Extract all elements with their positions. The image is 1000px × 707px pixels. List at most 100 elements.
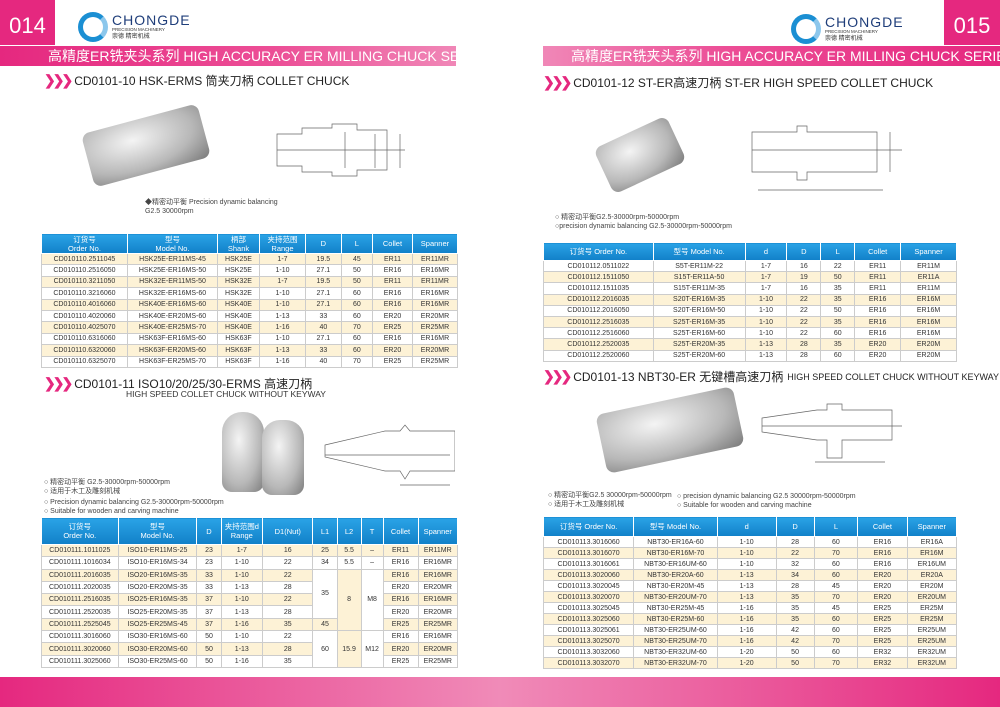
table-cell: HSK63F-ER20MS-60 <box>126 344 219 357</box>
table-cell: CD010112.2520035 <box>543 338 654 351</box>
iso-spec-table: 订货号 Order No. 型号 Model No. D 夹持范围d Range D1(Nut… <box>41 517 459 668</box>
section-title: CD0101-13 NBT30-ER 无键槽高速刀柄 <box>573 370 784 384</box>
table-cell: ER25M <box>906 602 958 614</box>
table-cell: ER16MR <box>417 630 459 644</box>
table-cell: 35 <box>775 602 815 614</box>
table-cell: 22 <box>786 327 822 340</box>
table-cell: HSK32E <box>217 275 260 289</box>
table-row: CD010110.2511045 HSK25E-ER11MS-45 HSK25E 1-… <box>41 252 459 266</box>
table-cell: 60 <box>820 327 856 340</box>
table-cell: ER20MR <box>417 605 459 619</box>
table-cell: 27.1 <box>305 287 342 300</box>
table-cell: ER20 <box>854 349 902 362</box>
table-cell: 35 <box>820 282 856 295</box>
table-cell: NBT30-ER25UM-70 <box>633 635 718 647</box>
column-header: Collet <box>854 242 902 261</box>
table-cell: CD010111.3020060 <box>41 642 119 656</box>
table-cell: ER16 <box>854 315 902 329</box>
table-cell: 1-16 <box>258 355 307 368</box>
table-cell: ER25UM <box>906 635 958 647</box>
table-cell: S20T-ER16M-35 <box>652 293 746 306</box>
table-row: CD010112.2516035 S25T-ER16M-35 1-10 22 35 ER1… <box>543 315 957 329</box>
table-row: CD010113.3020060 NBT30-ER20A-60 1-13 34 60 ER… <box>542 569 958 581</box>
balancing-notes: ○ 精密动平衡G2.5-30000rpm-50000rpm ○precision … <box>555 214 732 230</box>
table-cell: ISO25-ER16MS-35 <box>117 593 198 607</box>
table-cell: CD010113.3025070 <box>542 635 635 647</box>
table-cell: CD010111.2020035 <box>41 580 119 595</box>
table-cell: 50 <box>820 304 856 317</box>
table-row: CD010112.2520035 S25T-ER20M-35 1-13 28 35 ER2… <box>543 338 957 351</box>
table-cell: HSK40E <box>217 321 260 334</box>
table-cell: ER20MR <box>411 309 459 323</box>
table-cell: 28 <box>775 536 815 548</box>
table-cell: 22 <box>820 259 856 273</box>
table-row: CD010110.3216060 HSK32E-ER16MS-60 HSK32E 1-… <box>41 287 459 300</box>
table-cell: ER16 <box>372 332 413 346</box>
table-cell: HSK40E-ER25MS-70 <box>126 321 219 334</box>
table-cell: ER16M <box>900 304 957 317</box>
table-row: CD010113.3025045 NBT30-ER25M-45 1-16 35 45 ER… <box>542 602 958 614</box>
table-cell: 22 <box>786 293 822 306</box>
table-header-row: 订货号 Order No. 型号 Model No. d D L Collet Spanne… <box>543 242 957 261</box>
table-cell: ER16MR <box>411 298 459 311</box>
table-cell: ER20 <box>382 605 419 619</box>
column-header: 型号 Model No. <box>126 233 219 254</box>
table-cell: ER11M <box>900 259 957 273</box>
table-cell: 37 <box>196 593 222 607</box>
table-cell: S15T-ER11M-35 <box>652 282 746 295</box>
chevron-icon: ❯❯❯ <box>44 375 73 391</box>
table-cell: 50 <box>775 646 815 658</box>
table-cell: 42 <box>775 635 815 647</box>
table-cell: 19.5 <box>305 275 342 289</box>
table-cell: ISO20-ER20MS-35 <box>117 580 198 595</box>
table-cell: 40 <box>305 355 342 368</box>
table-cell: 60 <box>813 536 859 548</box>
table-cell: S25T-ER20M-35 <box>652 338 746 351</box>
table-cell: CD010113.3020045 <box>542 580 635 592</box>
brand-sub: PRECISION MACHINERY <box>112 26 165 32</box>
table-row: CD010111.2020035 ISO20-ER20MS-35 33 1-13 28 E… <box>41 580 459 595</box>
column-header: Collet <box>857 516 908 537</box>
table-cell: ISO30-ER20MS-60 <box>117 642 198 656</box>
chevron-icon: ❯❯❯ <box>44 72 73 88</box>
hsk-technical-drawing <box>276 123 405 177</box>
table-cell: ER16 <box>854 293 902 306</box>
table-cell: ER11MR <box>411 252 459 266</box>
table-cell: HSK63F-ER16MS-60 <box>126 332 219 346</box>
table-cell: NBT30-ER20A-60 <box>633 569 718 581</box>
table-cell: HSK63F <box>217 332 260 346</box>
table-row: CD010111.2016035 ISO20-ER16MS-35 33 1-10 22 3… <box>41 568 459 632</box>
table-cell: 27.1 <box>305 332 342 346</box>
table-cell: 60 <box>340 287 374 300</box>
table-cell: 1-16 <box>716 602 777 614</box>
table-cell: 60 <box>820 349 856 362</box>
table-cell: ER20 <box>382 580 419 595</box>
page-number-left: 014 <box>0 0 55 45</box>
brand-sub: PRECISION MACHINERY <box>825 28 878 34</box>
table-cell: NBT30-ER32UM-60 <box>633 646 718 658</box>
table-cell: HSK32E <box>217 287 260 300</box>
table-cell: S25T-ER16M-60 <box>652 327 746 340</box>
table-cell: S25T-ER16M-35 <box>652 315 746 329</box>
table-cell: CD010111.2525045 <box>41 617 119 632</box>
table-cell: 45 <box>813 602 859 614</box>
st-chuck-photo <box>593 115 687 195</box>
section-title: CD0101-12 ST-ER高速刀柄 ST-ER HIGH SPEED COL… <box>573 76 934 90</box>
table-cell: 19.5 <box>305 252 342 266</box>
table-row: CD010113.3016070 NBT30-ER16M-70 1-10 22 70 ER… <box>542 547 958 559</box>
brand-logo-right: CHONGDE PRECISION MACHINERY 崇德 精密机械 <box>791 14 904 44</box>
column-header: L <box>820 242 856 261</box>
table-cell: 28 <box>786 349 822 362</box>
table-header-row: 订货号 Order No. 型号 Model No. D 夹持范围d Range D1(Nut… <box>41 517 459 545</box>
table-cell: HSK25E <box>217 264 260 277</box>
table-cell: ER20 <box>857 580 908 592</box>
table-cell: ISO20-ER16MS-35 <box>117 568 198 582</box>
table-cell: NBT30-ER25UM-60 <box>633 624 718 636</box>
hsk-spec-table: 订货号 Order No. 型号 Model No. 柄部 Shank 夹持范围 Range D… <box>41 233 459 368</box>
balancing-notes-en: ○ precision dynamic balancing G2.5 30000… <box>677 493 856 509</box>
table-cell: 1-13 <box>220 642 264 656</box>
table-cell: 28 <box>786 338 822 351</box>
table-cell: 70 <box>813 591 859 603</box>
table-cell: ER25 <box>857 613 908 625</box>
column-header: D <box>196 517 222 545</box>
